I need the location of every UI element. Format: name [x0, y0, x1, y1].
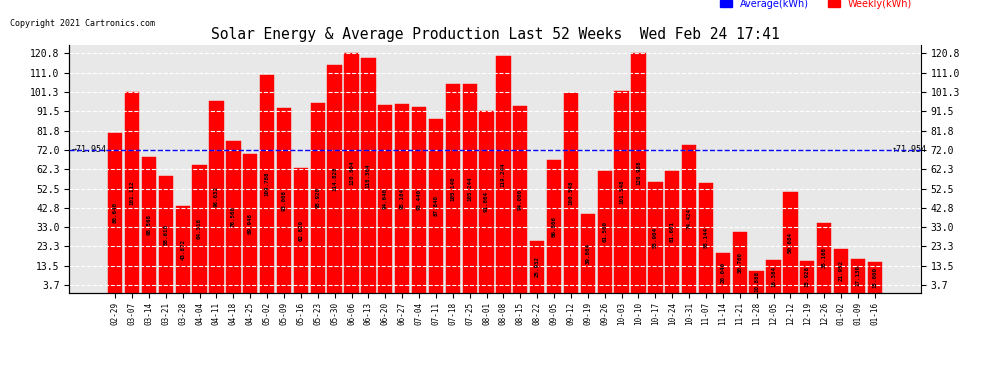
- Bar: [244, 154, 257, 292]
- Legend: Average(kWh), Weekly(kWh): Average(kWh), Weekly(kWh): [717, 0, 916, 13]
- Bar: [665, 171, 679, 292]
- Text: 94.000: 94.000: [518, 189, 523, 210]
- Bar: [158, 177, 173, 292]
- Bar: [546, 160, 561, 292]
- Text: 62.820: 62.820: [298, 220, 303, 241]
- Bar: [682, 145, 696, 292]
- Text: 109.788: 109.788: [264, 171, 269, 196]
- Bar: [378, 105, 392, 292]
- Text: 93.440: 93.440: [417, 189, 422, 210]
- Bar: [142, 157, 156, 292]
- Bar: [429, 118, 444, 292]
- Text: 120.988: 120.988: [636, 160, 641, 185]
- Bar: [226, 141, 241, 292]
- Text: 43.872: 43.872: [180, 238, 185, 260]
- Bar: [800, 261, 815, 292]
- Text: 15.600: 15.600: [872, 267, 877, 288]
- Text: 114.828: 114.828: [332, 166, 338, 191]
- Bar: [108, 133, 123, 292]
- Text: 17.130: 17.130: [855, 265, 860, 286]
- Bar: [632, 53, 645, 292]
- Text: 61.601: 61.601: [670, 221, 675, 242]
- Text: 96.632: 96.632: [214, 186, 219, 207]
- Bar: [530, 241, 544, 292]
- Title: Solar Energy & Average Production Last 52 Weeks  Wed Feb 24 17:41: Solar Energy & Average Production Last 5…: [211, 27, 779, 42]
- Bar: [850, 259, 865, 292]
- Bar: [294, 168, 308, 292]
- Text: 39.804: 39.804: [585, 243, 590, 264]
- Bar: [783, 192, 798, 292]
- Bar: [175, 206, 190, 292]
- Bar: [192, 165, 207, 292]
- Text: 55.904: 55.904: [652, 226, 658, 248]
- Text: 66.806: 66.806: [551, 216, 556, 237]
- Text: 120.804: 120.804: [349, 160, 354, 185]
- Text: 76.560: 76.560: [231, 206, 236, 227]
- Text: 101.112: 101.112: [130, 180, 135, 205]
- Text: 94.640: 94.640: [383, 188, 388, 209]
- Text: →71.954: →71.954: [71, 146, 107, 154]
- Text: 80.640: 80.640: [113, 202, 118, 223]
- Text: 64.316: 64.316: [197, 218, 202, 239]
- Bar: [766, 260, 781, 292]
- Text: 91.864: 91.864: [484, 191, 489, 212]
- Bar: [615, 92, 629, 292]
- Text: 50.684: 50.684: [788, 232, 793, 253]
- Bar: [867, 262, 882, 292]
- Text: 35.168: 35.168: [822, 247, 827, 268]
- Text: 87.840: 87.840: [434, 195, 439, 216]
- Text: 95.920: 95.920: [315, 187, 320, 208]
- Text: 68.568: 68.568: [147, 214, 151, 235]
- Text: 93.008: 93.008: [281, 190, 286, 211]
- Text: 105.140: 105.140: [450, 176, 455, 201]
- Text: 58.610: 58.610: [163, 224, 168, 245]
- Text: 61.560: 61.560: [602, 221, 607, 242]
- Text: 95.164: 95.164: [400, 188, 405, 209]
- Bar: [277, 108, 291, 292]
- Text: 74.424: 74.424: [687, 209, 692, 230]
- Text: 118.304: 118.304: [366, 163, 371, 188]
- Text: 30.760: 30.760: [738, 252, 742, 273]
- Text: 119.244: 119.244: [501, 162, 506, 187]
- Text: 55.144: 55.144: [704, 227, 709, 248]
- Bar: [496, 56, 511, 292]
- Bar: [209, 101, 224, 292]
- Text: 25.932: 25.932: [535, 256, 540, 278]
- Bar: [817, 223, 832, 292]
- Text: Copyright 2021 Cartronics.com: Copyright 2021 Cartronics.com: [10, 19, 154, 28]
- Text: 100.548: 100.548: [568, 181, 573, 205]
- Bar: [699, 183, 713, 292]
- Text: 15.928: 15.928: [805, 266, 810, 287]
- Bar: [446, 84, 460, 292]
- Text: 69.948: 69.948: [248, 213, 252, 234]
- Bar: [598, 171, 612, 292]
- Bar: [479, 111, 494, 292]
- Bar: [125, 92, 140, 292]
- Text: 16.384: 16.384: [771, 266, 776, 287]
- Text: 101.548: 101.548: [619, 180, 624, 204]
- Bar: [311, 103, 325, 292]
- Text: 20.040: 20.040: [721, 262, 726, 283]
- Bar: [648, 182, 662, 292]
- Bar: [733, 232, 746, 292]
- Bar: [395, 104, 409, 292]
- Text: 21.952: 21.952: [839, 260, 843, 281]
- Text: ↑71.954: ↑71.954: [892, 146, 927, 154]
- Bar: [581, 214, 595, 292]
- Bar: [462, 84, 477, 292]
- Bar: [345, 53, 358, 292]
- Bar: [563, 93, 578, 292]
- Bar: [260, 75, 274, 292]
- Bar: [513, 106, 528, 292]
- Bar: [412, 108, 427, 292]
- Text: 10.888: 10.888: [754, 271, 759, 292]
- Text: 105.244: 105.244: [467, 176, 472, 201]
- Bar: [328, 65, 342, 292]
- Bar: [716, 253, 730, 292]
- Bar: [834, 249, 848, 292]
- Bar: [749, 271, 764, 292]
- Bar: [361, 58, 375, 292]
